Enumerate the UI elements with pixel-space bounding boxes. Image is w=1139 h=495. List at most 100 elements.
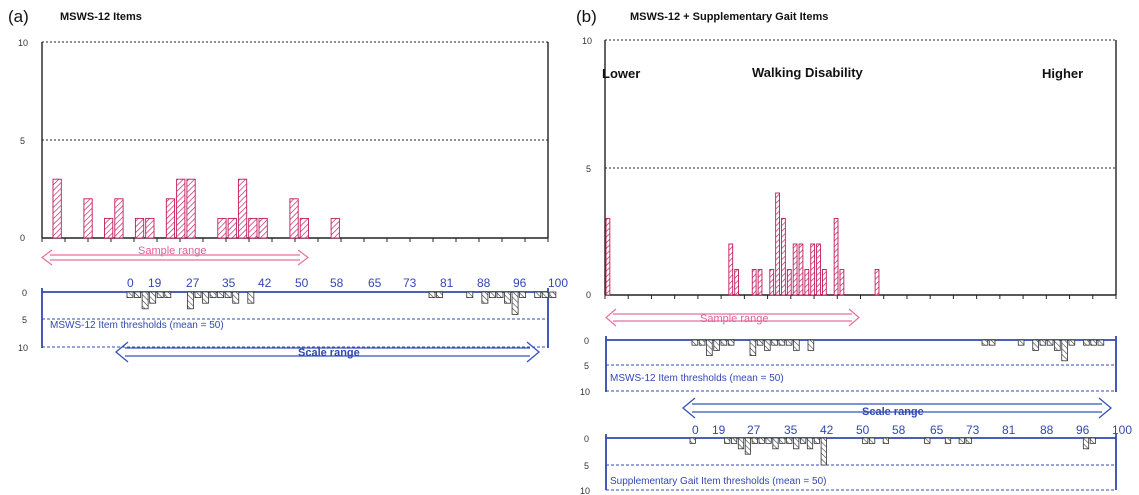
a-person-bar-6 <box>114 198 124 239</box>
a-person-bar-11 <box>165 198 176 239</box>
b-supp-threshold-bar-19 <box>820 437 827 466</box>
a-person-bar-5 <box>104 217 114 239</box>
a-threshold-bar-5 <box>164 291 172 298</box>
a-person-bar-8 <box>134 217 145 239</box>
b-supp-threshold-bar-15 <box>793 437 800 450</box>
b-scale-19: 19 <box>712 423 726 437</box>
a-scale-88: 88 <box>477 276 491 290</box>
b-supp-threshold-bar-25 <box>862 437 869 444</box>
b-scale-96: 96 <box>1076 423 1090 437</box>
a-threshold-bar-56 <box>549 291 557 298</box>
a-th-ytick-5: 5 <box>22 315 27 325</box>
b-scale-42: 42 <box>820 423 834 437</box>
a-person-bar-18 <box>237 178 248 239</box>
b-person-bar-31 <box>786 269 792 296</box>
a-scale-81: 81 <box>440 276 454 290</box>
b-person-bar-35 <box>810 243 816 296</box>
panel-b-msws-threshold-chart: 0 5 10 MSWS-12 Item thresholds (mean = 5… <box>580 336 1117 397</box>
a-scale-range-label: Scale range <box>298 347 360 359</box>
b-scale-50: 50 <box>856 423 870 437</box>
b-msws-threshold-bar-0 <box>691 339 699 346</box>
a-scale-27: 27 <box>186 276 200 290</box>
a-scale-58: 58 <box>330 276 344 290</box>
b-supp-threshold-bar-17 <box>806 437 814 450</box>
b1-th-ytick-5: 5 <box>584 361 589 371</box>
panel-a-letter: (a) <box>8 7 29 26</box>
a-threshold-bar-54 <box>534 291 542 298</box>
a-person-bar-0 <box>52 178 62 239</box>
b-msws-threshold-bar-41 <box>988 339 996 346</box>
b-supp-threshold-bar-18 <box>813 437 821 444</box>
b-msws-threshold-bar-54 <box>1083 339 1090 346</box>
b-supp-threshold-bar-12 <box>772 437 779 450</box>
b-msws-threshold-bar-56 <box>1097 339 1105 346</box>
b-msws-threshold-bar-4 <box>720 339 728 346</box>
b2-th-ytick-0: 0 <box>584 434 589 444</box>
b-msws-threshold-bar-5 <box>727 339 735 346</box>
a-threshold-bar-48 <box>488 291 496 298</box>
b-supp-threshold-bar-57 <box>1082 437 1090 450</box>
b1-th-ytick-0: 0 <box>584 336 589 346</box>
b-msws-threshold-bar-8 <box>749 339 757 357</box>
b-person-bar-22 <box>734 269 740 296</box>
b-supp-threshold-bar-40 <box>965 437 972 444</box>
a-threshold-bar-41 <box>436 291 443 298</box>
b-supp-threshold-bar-0 <box>689 437 696 444</box>
b-scale-27: 27 <box>747 423 761 437</box>
b-msws-threshold-bar-2 <box>706 339 713 357</box>
a-threshold-bars <box>126 291 557 315</box>
b-supp-threshold-bar-37 <box>944 437 952 444</box>
b-msws-threshold-bar-40 <box>981 339 989 346</box>
panel-b-letter: (b) <box>576 7 597 26</box>
a-ytick-10: 10 <box>18 38 28 48</box>
b-person-bar-36 <box>816 243 821 296</box>
a-person-bar-12 <box>176 178 186 239</box>
a-threshold-bar-1 <box>134 291 142 298</box>
a-person-bar-20 <box>258 217 268 239</box>
b-supp-threshold-bar-14 <box>786 437 793 444</box>
b-msws-threshold-bar-45 <box>1017 339 1025 346</box>
panel-a-person-chart: 10 5 0 <box>18 38 549 243</box>
b-person-bar-26 <box>757 269 763 296</box>
b-scale-100: 100 <box>1112 423 1132 437</box>
a-th-ytick-10: 10 <box>18 343 28 353</box>
b-scale-88: 88 <box>1040 423 1054 437</box>
panel-b-person-chart: 10 5 0 Lower Walking Disability Higher <box>582 36 1117 300</box>
panel-a-title: MSWS-12 Items <box>60 11 142 23</box>
b-msws-threshold-bar-12 <box>778 339 786 346</box>
b-supp-threshold-bar-39 <box>958 437 965 444</box>
a-threshold-bar-50 <box>504 291 511 304</box>
a-scale-19: 19 <box>148 276 162 290</box>
a-scale-73: 73 <box>403 276 417 290</box>
a-threshold-bar-4 <box>156 291 164 298</box>
b-person-bar-37 <box>822 269 827 296</box>
a-threshold-bar-2 <box>141 291 149 310</box>
a-person-bars <box>52 178 340 239</box>
panel-b-title: MSWS-12 + Supplementary Gait Items <box>630 11 828 23</box>
a-threshold-bar-51 <box>511 291 519 315</box>
a-person-bar-27 <box>330 217 340 239</box>
a-th-ytick-0: 0 <box>22 288 27 298</box>
b-msws-threshold-bars <box>691 339 1105 362</box>
b-person-bar-39 <box>833 218 839 296</box>
b-supp-threshold-bar-26 <box>869 437 876 444</box>
a-threshold-bar-52 <box>519 291 527 298</box>
a-ytick-0: 0 <box>20 233 25 243</box>
b-person-bar-29 <box>775 192 780 296</box>
b-msws-threshold-bar-51 <box>1061 339 1068 362</box>
b-supp-threshold-bar-7 <box>737 437 745 450</box>
a-person-bar-19 <box>248 217 258 239</box>
a-sample-range-label: Sample range <box>138 245 207 257</box>
a-threshold-bar-55 <box>541 291 549 298</box>
b-supp-threshold-bar-58 <box>1089 437 1096 444</box>
b-scale-58: 58 <box>892 423 906 437</box>
a-threshold-bar-40 <box>428 291 436 298</box>
a-threshold-bar-47 <box>481 291 489 304</box>
a-ytick-5: 5 <box>20 136 25 146</box>
b-person-bar-32 <box>792 243 798 296</box>
a-threshold-bar-45 <box>466 291 474 298</box>
a-scale-0: 0 <box>127 276 134 290</box>
b-scale-range-arrow: Scale range <box>681 397 1113 419</box>
